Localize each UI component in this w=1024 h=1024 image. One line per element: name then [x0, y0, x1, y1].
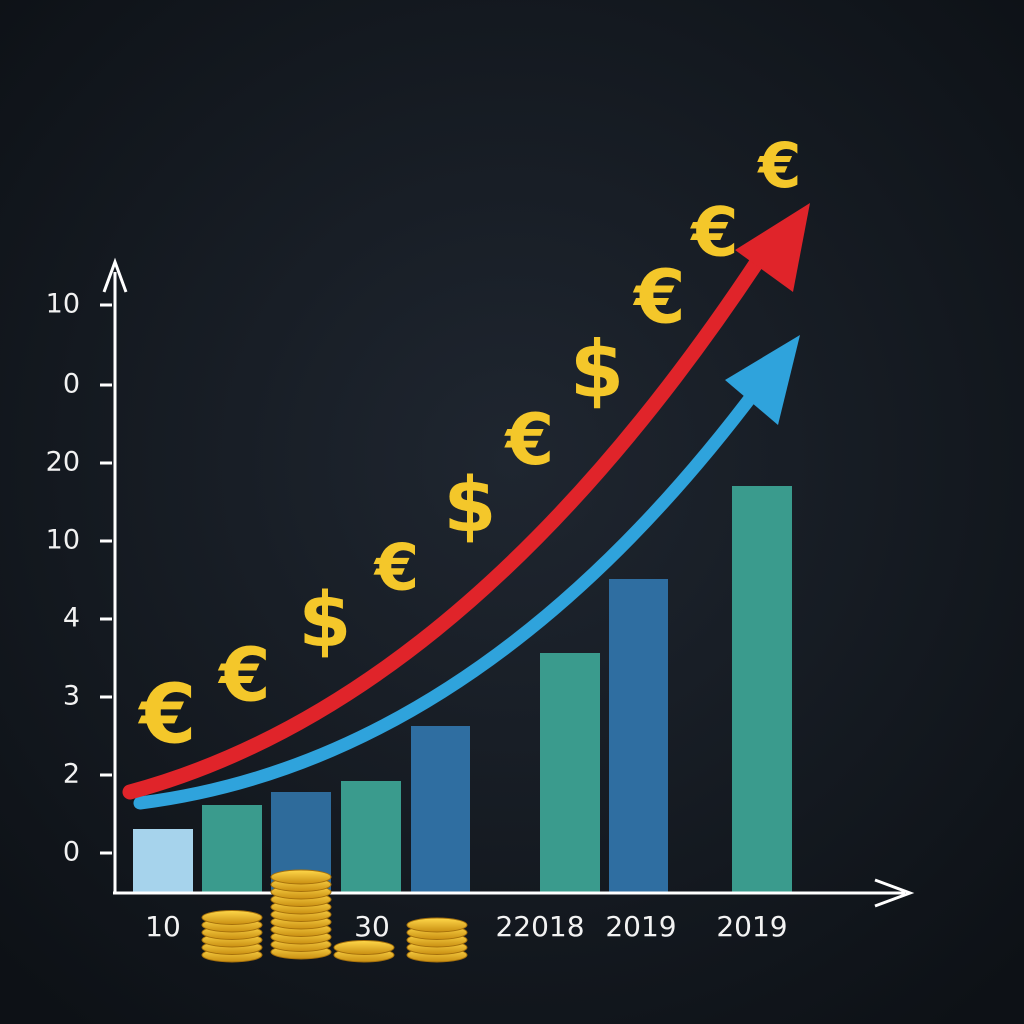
y-label: 20 — [46, 447, 80, 478]
blue-arrow — [133, 378, 767, 810]
y-label: 2 — [63, 759, 80, 790]
coin — [201, 910, 263, 925]
currency-symbol: $ — [299, 575, 352, 664]
y-label: 0 — [63, 369, 80, 400]
bar — [609, 579, 668, 893]
red-arrowhead — [735, 203, 810, 292]
red-arrow — [122, 242, 773, 800]
x-label: 10 — [145, 910, 181, 943]
y-label: 10 — [46, 289, 80, 320]
currency-symbol: € — [632, 255, 686, 341]
currency-symbol: € — [756, 129, 801, 202]
blue-arrowhead — [725, 335, 800, 425]
y-label: 0 — [63, 837, 80, 868]
y-label: 3 — [63, 681, 80, 712]
currency-symbol: $ — [444, 460, 497, 549]
x-label: 30 — [354, 910, 390, 943]
x-label: 2019 — [605, 910, 676, 943]
coin — [333, 940, 395, 955]
bar — [341, 781, 401, 893]
currency-symbol: € — [137, 667, 196, 762]
currency-symbol: € — [689, 194, 738, 273]
axes — [100, 257, 915, 908]
coin — [270, 869, 332, 885]
bar — [133, 829, 193, 893]
y-axis-arrow — [102, 257, 128, 293]
bar — [732, 486, 792, 893]
bar — [411, 726, 470, 893]
currency-symbol: € — [504, 399, 555, 481]
bars — [133, 486, 792, 893]
y-label: 10 — [46, 525, 80, 556]
currency-symbol: € — [217, 633, 271, 719]
x-label: 2019 — [716, 910, 787, 943]
x-axis-arrow — [874, 878, 915, 908]
bar — [202, 805, 262, 893]
x-label: 22018 — [495, 910, 584, 943]
y-label: 4 — [63, 603, 80, 634]
currency-symbol: $ — [570, 325, 624, 415]
bar — [540, 653, 600, 893]
coin — [406, 917, 468, 933]
coin-stacks — [201, 869, 468, 963]
growth-arrows — [122, 203, 810, 810]
currency-symbol: € — [373, 532, 420, 606]
